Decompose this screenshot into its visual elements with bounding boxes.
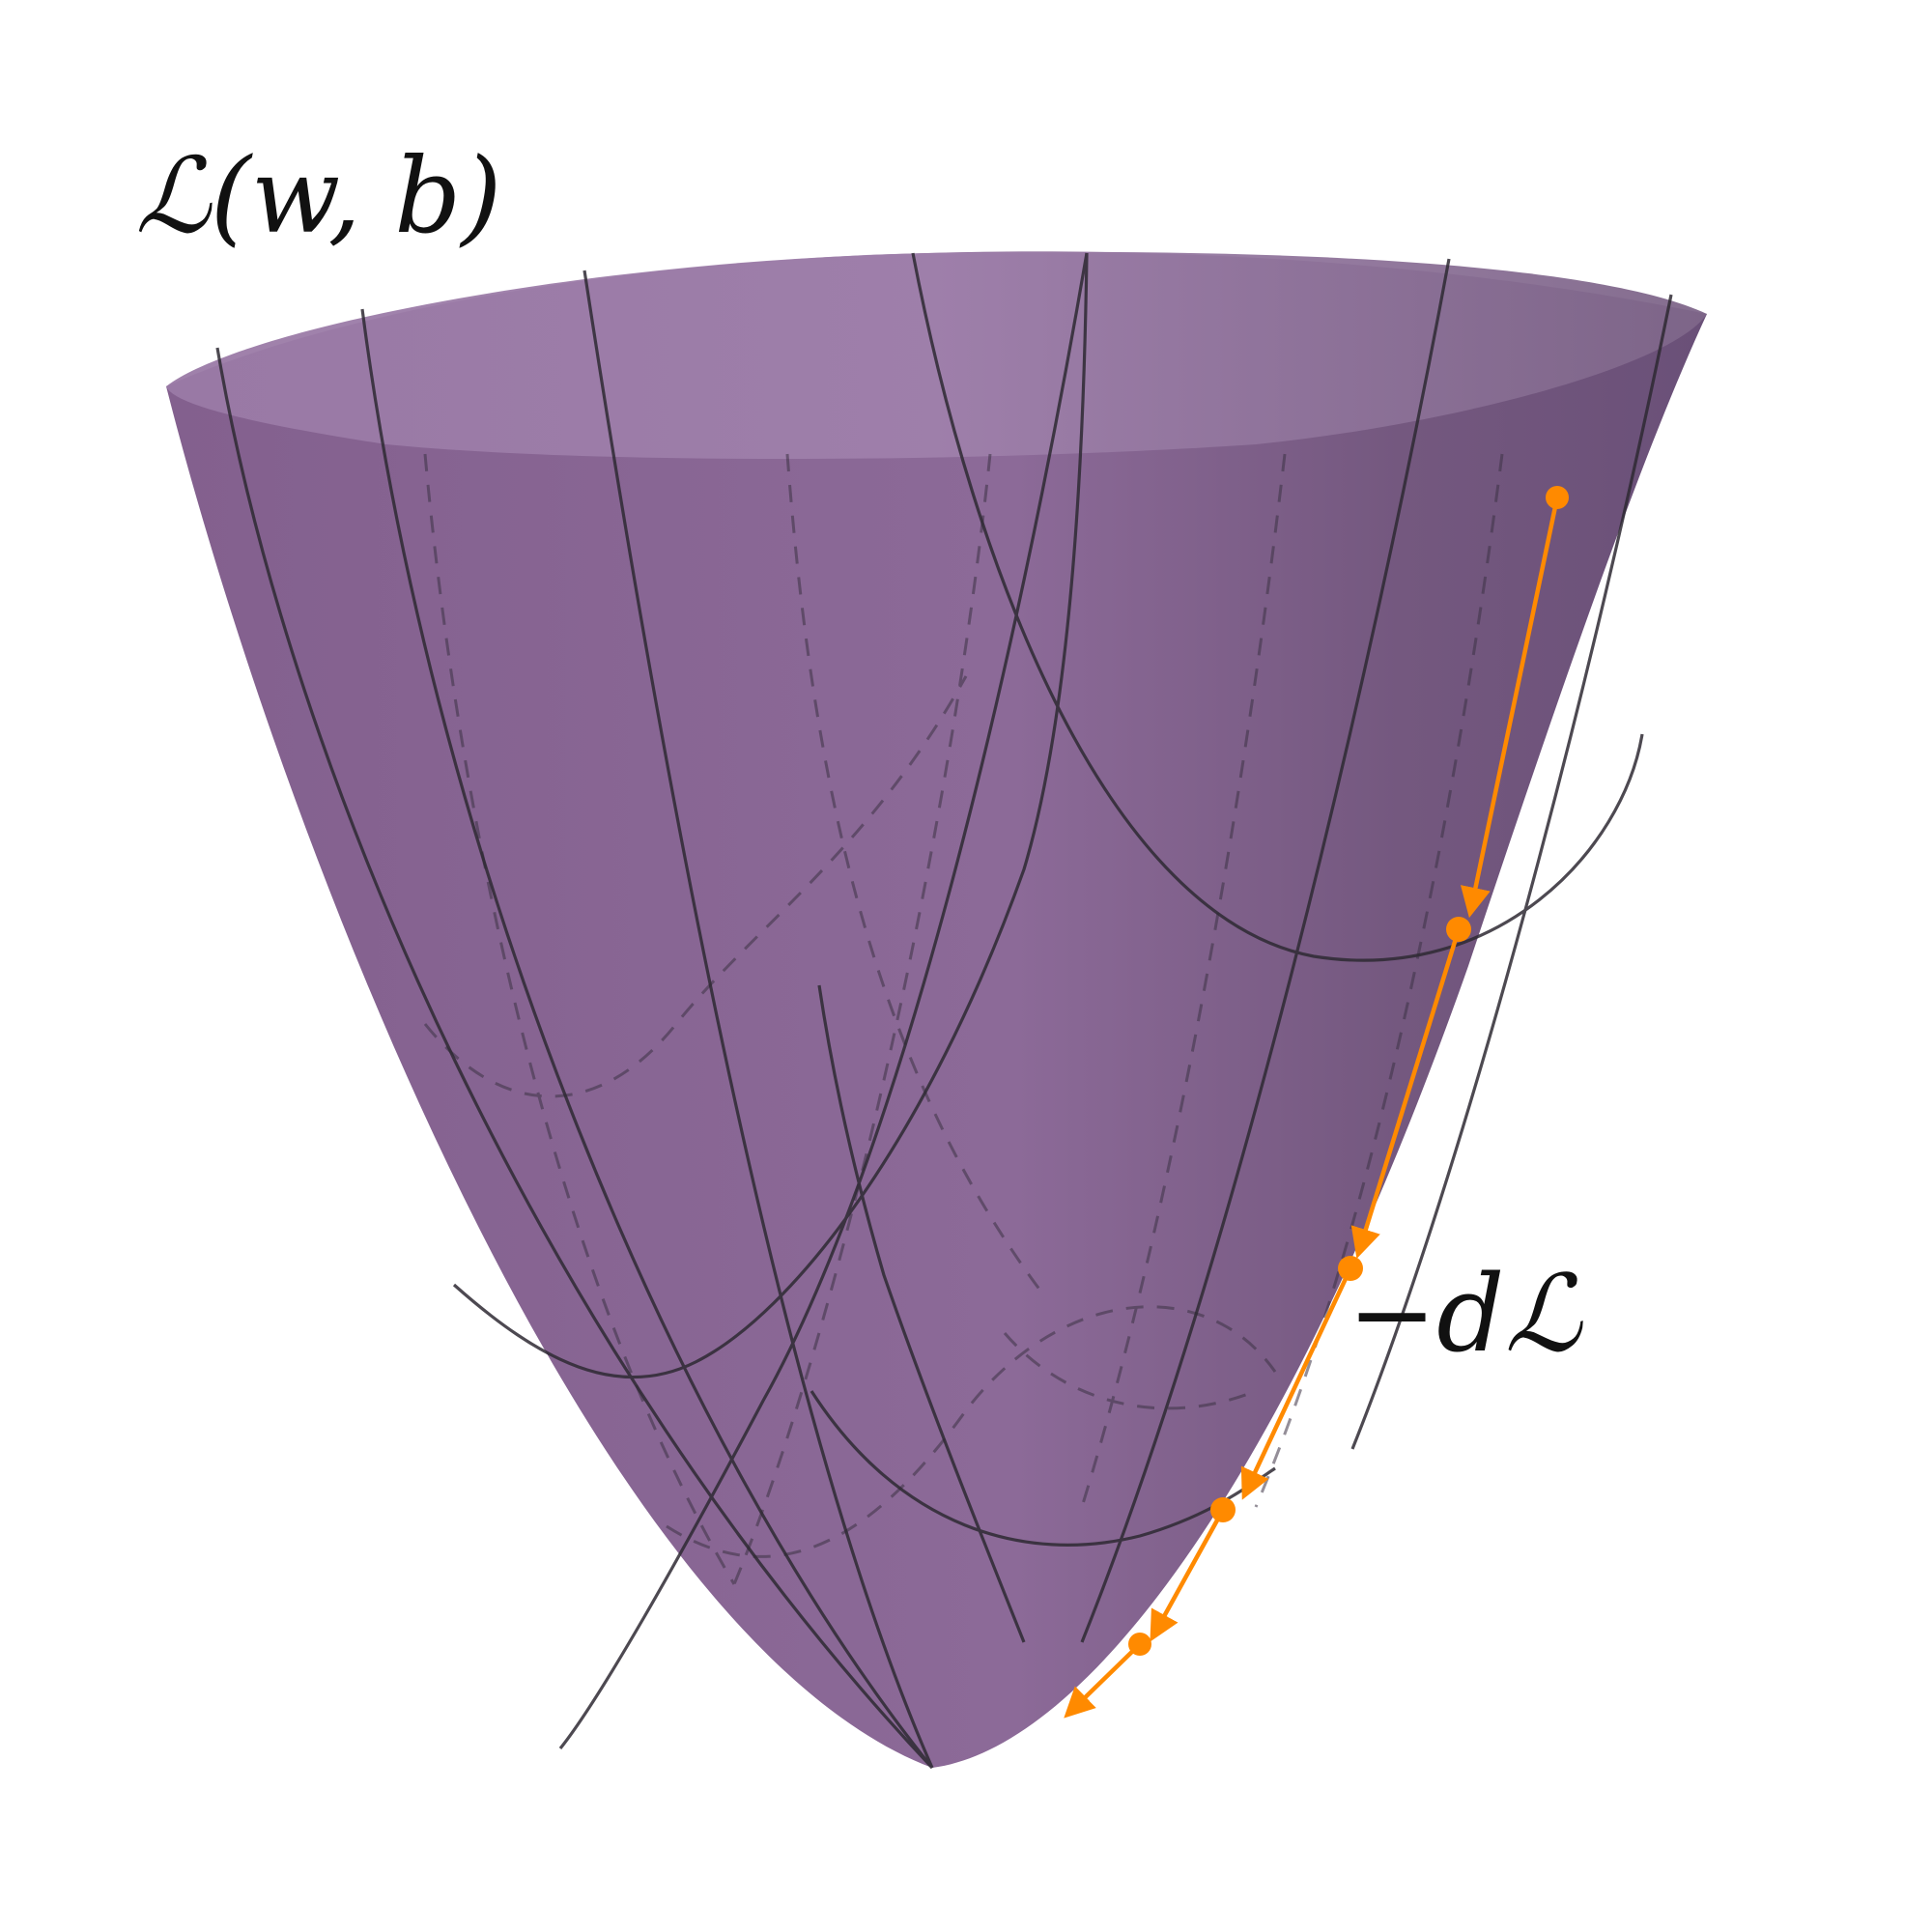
loss-function-label: ℒ(w, b) [135, 136, 502, 257]
bowl-rim [166, 251, 1707, 459]
descent-point-2 [1446, 917, 1471, 942]
bowl-surface [166, 251, 1707, 1768]
hidden-mesh-lines [423, 453, 1504, 1585]
gradient-step-label: −dℒ [1348, 1252, 1581, 1376]
descent-step-3 [1240, 1267, 1353, 1500]
visible-mesh-lines [215, 252, 1673, 1770]
descent-step-4 [1150, 1508, 1225, 1642]
descent-point-1 [1546, 486, 1569, 509]
descent-point-3 [1338, 1256, 1363, 1281]
descent-step-2 [1350, 928, 1462, 1260]
descent-path [1064, 497, 1560, 1719]
descent-step-5 [1064, 1642, 1142, 1719]
descent-point-5 [1128, 1633, 1151, 1656]
descent-point-4 [1210, 1497, 1236, 1522]
descent-step-1 [1460, 497, 1560, 919]
descent-points [1128, 486, 1569, 1656]
